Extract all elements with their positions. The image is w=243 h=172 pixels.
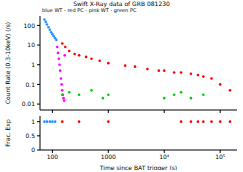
html-text:Swift X-Ray data of GRB 081230: Swift X-Ray data of GRB 081230 xyxy=(73,0,170,7)
svg-text:10: 10 xyxy=(27,41,35,48)
svg-text:10⁴: 10⁴ xyxy=(159,153,170,160)
svg-text:0.5: 0.5 xyxy=(25,132,35,139)
svg-text:1: 1 xyxy=(31,61,35,68)
svg-text:Frac. Exp: Frac. Exp xyxy=(8,119,12,147)
svg-text:0.01: 0.01 xyxy=(22,100,36,107)
svg-text:0.1: 0.1 xyxy=(25,81,35,88)
svg-text:1000: 1000 xyxy=(101,153,116,160)
svg-text:100: 100 xyxy=(47,153,59,160)
svg-text:Count Rate (0.3-10keV) (/s): Count Rate (0.3-10keV) (/s) xyxy=(8,22,11,104)
svg-text:10⁵: 10⁵ xyxy=(215,153,226,160)
svg-text:1: 1 xyxy=(31,118,35,125)
svg-text:100: 100 xyxy=(24,22,36,29)
svg-text:0: 0 xyxy=(31,146,35,153)
svg-text:Time since BAT trigger (s): Time since BAT trigger (s) xyxy=(99,164,177,170)
html-text:blue WT - red PC - pink WT - g: blue WT - red PC - pink WT - green PC xyxy=(42,7,137,13)
